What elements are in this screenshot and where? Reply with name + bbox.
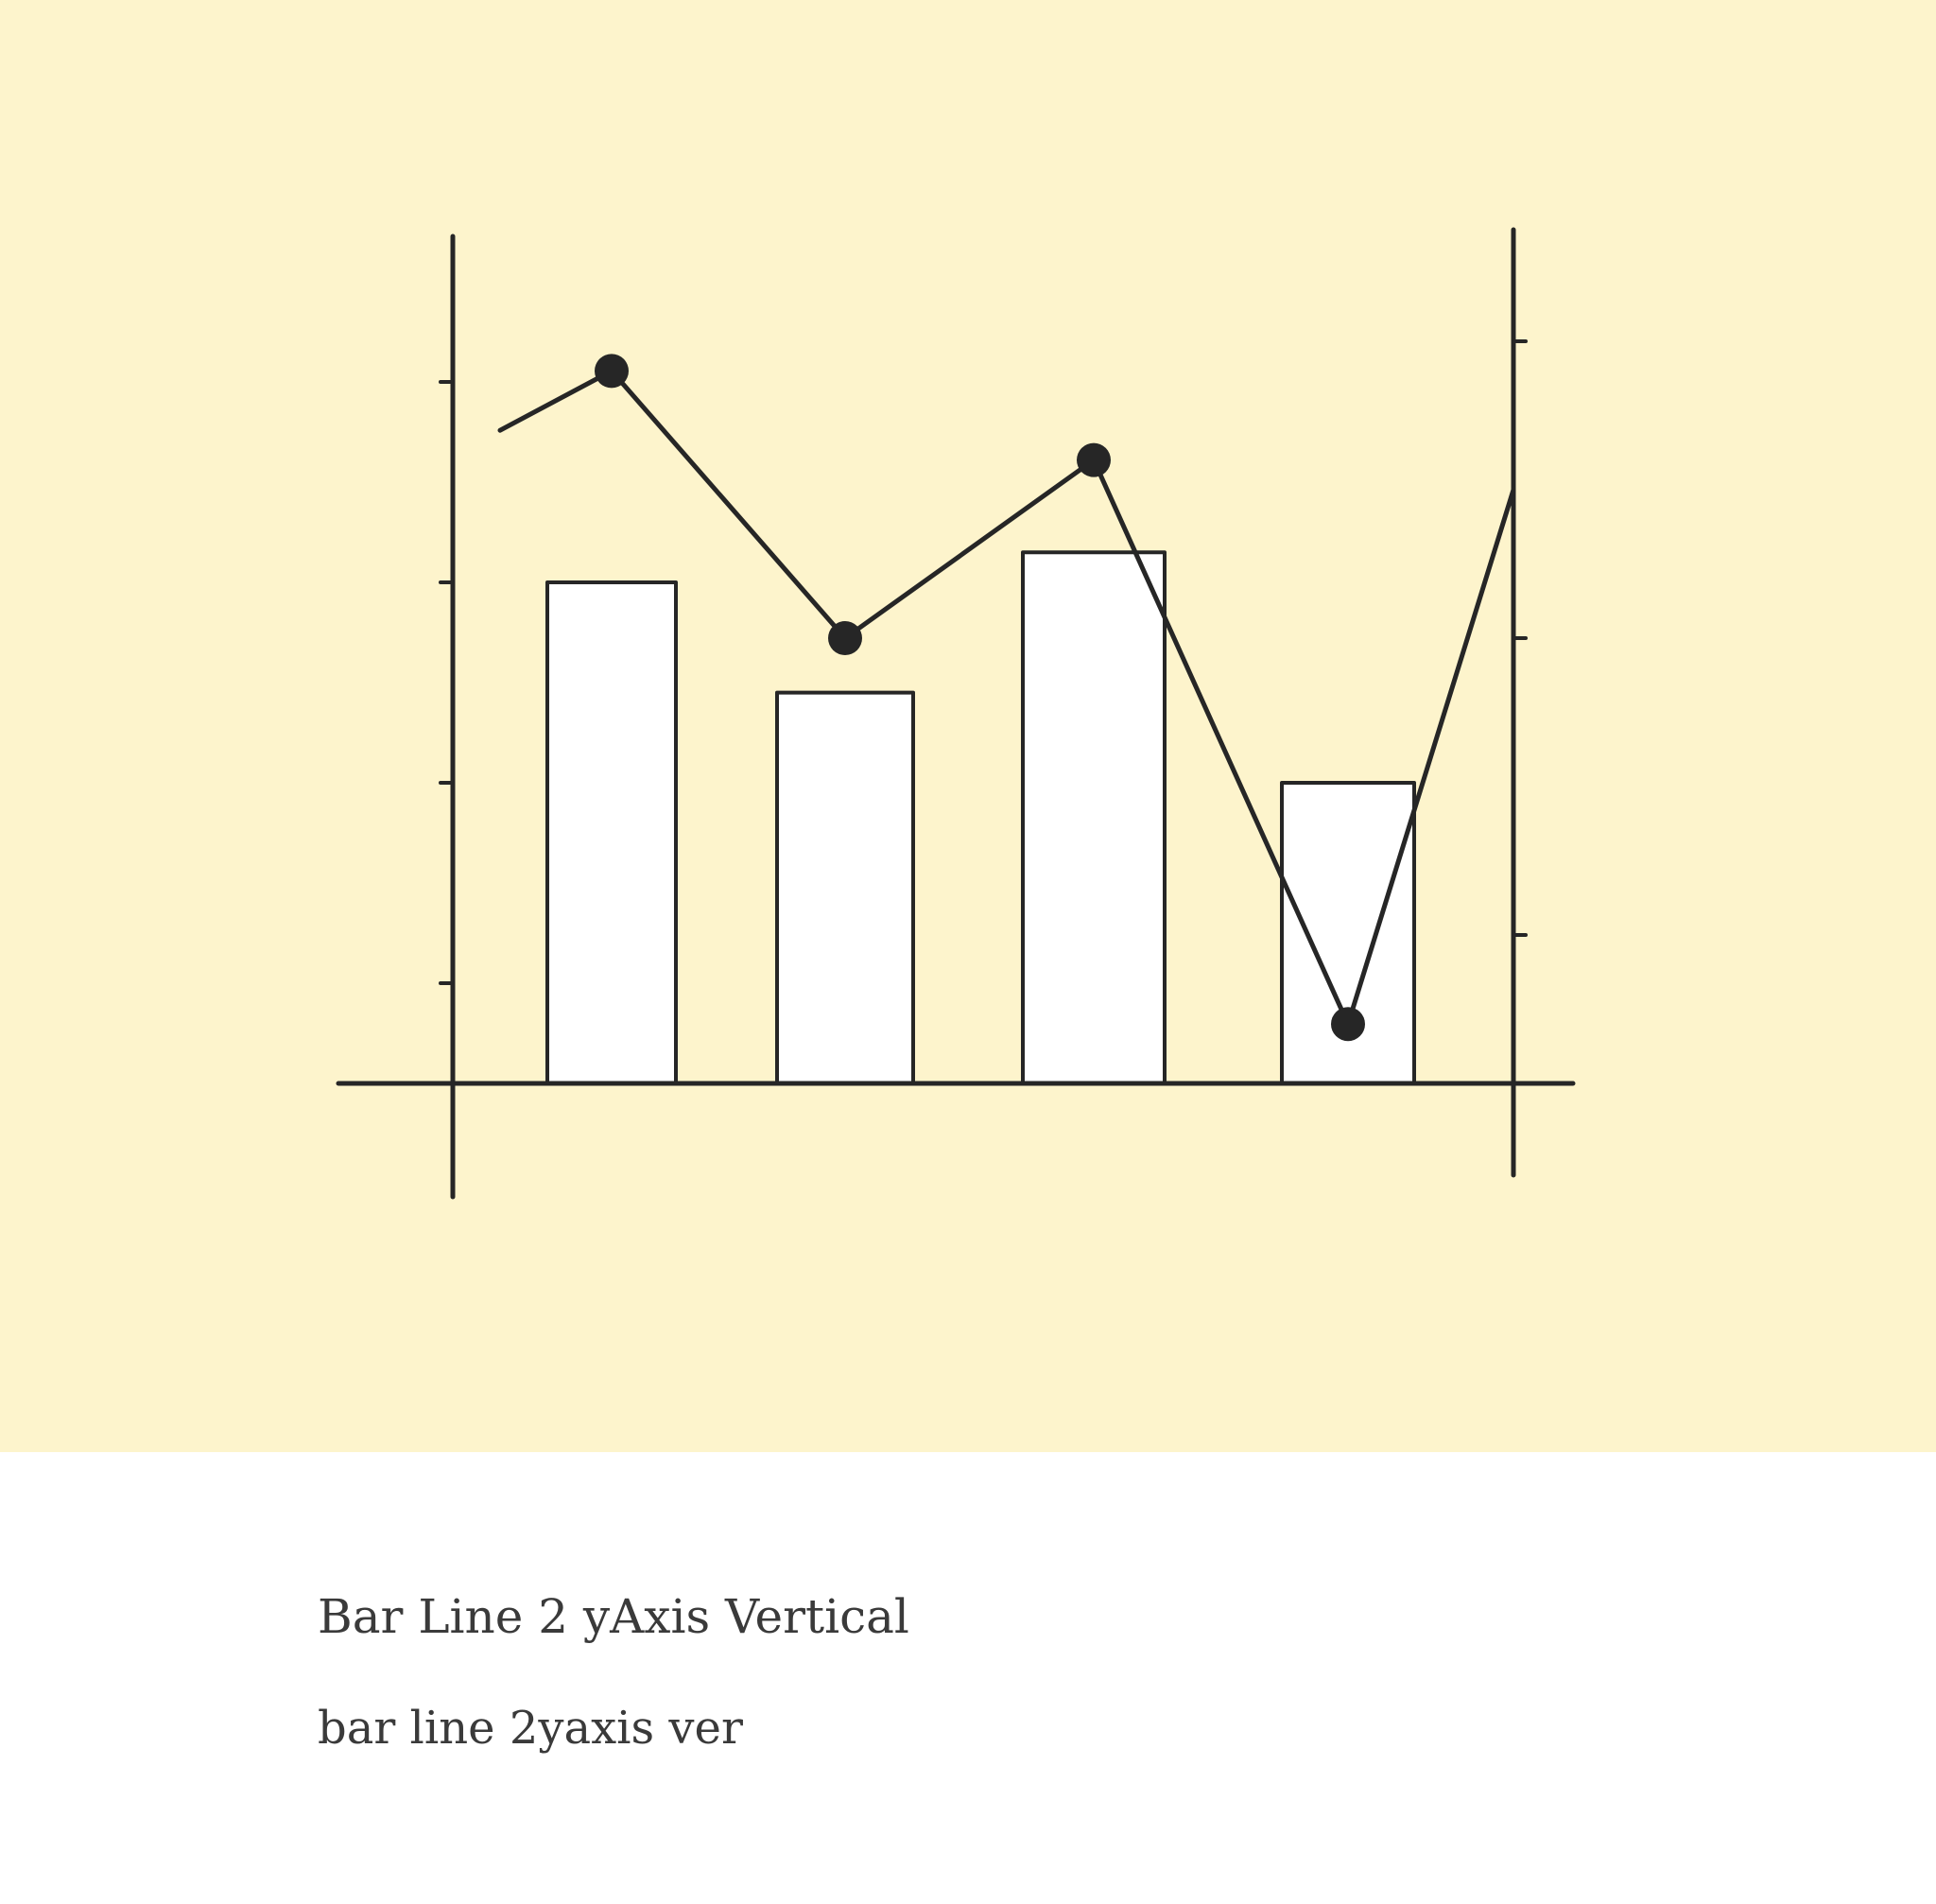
- line-point-4: [1331, 1007, 1365, 1041]
- bar-2: [777, 693, 913, 1083]
- chart-title: Bar Line 2 yAxis Vertical: [318, 1588, 1830, 1645]
- chart-panel: [0, 0, 1936, 1452]
- chart: [0, 0, 1936, 1452]
- bar-1: [547, 582, 676, 1083]
- caption: Bar Line 2 yAxis Vertical bar line 2yaxi…: [318, 1588, 1830, 1757]
- chart-slug: bar line 2yaxis ver: [318, 1700, 1830, 1757]
- line-point-2: [828, 621, 862, 655]
- line-point-3: [1077, 443, 1111, 477]
- bar-3: [1023, 552, 1165, 1083]
- line-point-1: [595, 354, 629, 388]
